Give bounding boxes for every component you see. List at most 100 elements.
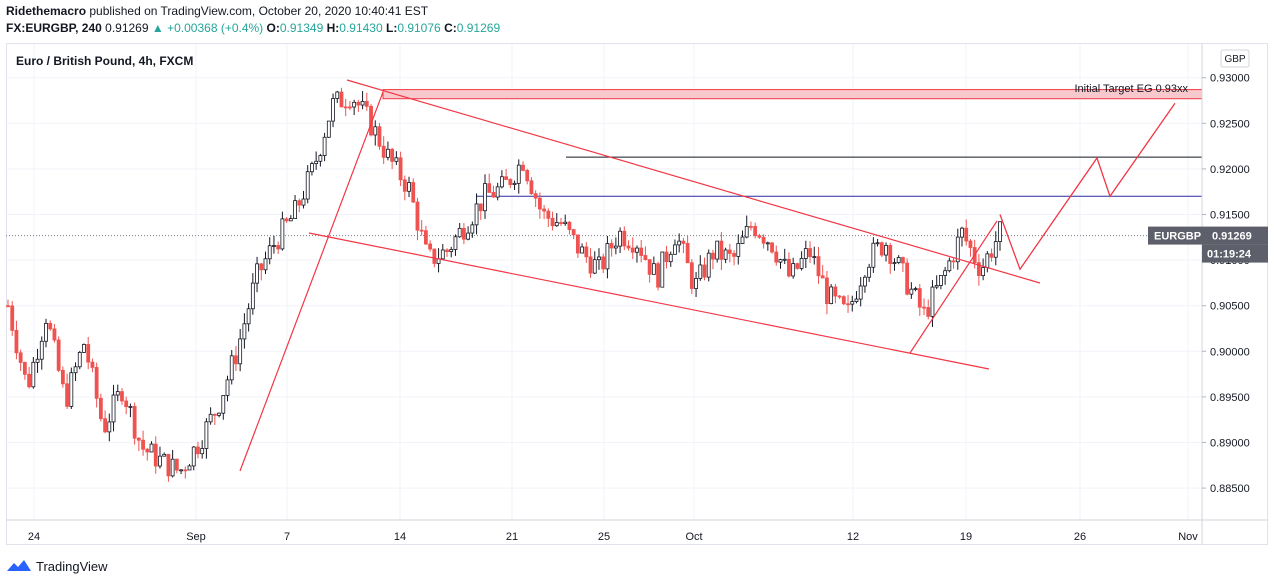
candle-body xyxy=(588,256,593,274)
candle-body xyxy=(939,275,943,286)
candle xyxy=(124,396,129,415)
countdown-box xyxy=(1202,244,1268,263)
candle xyxy=(609,239,614,257)
candle-body xyxy=(660,251,665,288)
candle-body xyxy=(483,183,487,212)
candle-body xyxy=(850,301,855,305)
candle-body xyxy=(799,258,804,269)
candle-body xyxy=(559,222,563,225)
candle xyxy=(356,99,361,112)
candle xyxy=(740,230,745,244)
candle xyxy=(31,357,36,389)
candle-body xyxy=(782,258,787,261)
candle-body xyxy=(495,186,500,198)
candle xyxy=(542,205,547,220)
candle-body xyxy=(537,197,542,210)
candle xyxy=(567,221,572,235)
candle xyxy=(98,393,103,422)
candle xyxy=(69,367,74,409)
candle-body xyxy=(787,258,791,277)
candle xyxy=(689,259,694,295)
time-tick-label: 7 xyxy=(284,531,290,543)
candle-body xyxy=(107,421,112,433)
candle-body xyxy=(854,298,859,302)
candle xyxy=(487,173,492,193)
candle xyxy=(259,262,264,281)
candle-body xyxy=(554,222,559,227)
candle-body xyxy=(250,282,255,310)
candle-body xyxy=(618,230,622,247)
candle-body xyxy=(525,170,530,182)
candle-body xyxy=(913,288,918,290)
candle xyxy=(491,185,496,198)
candle xyxy=(749,221,753,231)
candle xyxy=(103,410,107,434)
candle xyxy=(626,240,631,251)
open-value: 0.91349 xyxy=(279,21,324,35)
candle xyxy=(939,275,943,290)
candle xyxy=(158,446,162,469)
time-tick-label: 14 xyxy=(394,531,406,543)
candle-body xyxy=(73,366,78,374)
candle xyxy=(120,388,124,405)
candle-body xyxy=(246,308,251,325)
candle-body xyxy=(976,262,981,276)
candle xyxy=(82,343,86,353)
candle xyxy=(508,178,513,189)
currency-badge-box xyxy=(1220,49,1250,68)
candle xyxy=(77,350,82,370)
candle-body xyxy=(968,240,973,248)
candle-body xyxy=(909,288,914,295)
price-tick-label: 0.91500 xyxy=(1210,210,1250,222)
candle-body xyxy=(364,101,369,107)
candle xyxy=(757,233,762,239)
candle-body xyxy=(668,253,673,263)
candle-body xyxy=(575,234,580,254)
publisher-name[interactable]: Ridethemacro xyxy=(6,4,87,18)
candle xyxy=(436,248,441,273)
candle xyxy=(770,242,774,254)
candle-body xyxy=(14,330,19,354)
candle-body xyxy=(259,263,264,271)
candle xyxy=(909,282,914,299)
candle xyxy=(879,241,884,258)
time-tick-label: Nov xyxy=(1178,531,1198,543)
candle xyxy=(575,234,580,258)
candle-body xyxy=(896,257,901,264)
candle-body xyxy=(449,249,454,252)
candle xyxy=(964,219,969,246)
candle xyxy=(660,251,665,288)
price-value-label: 0.91269 xyxy=(1212,231,1252,243)
time-tick-label: 12 xyxy=(847,531,859,543)
candle-body xyxy=(124,400,129,408)
candle xyxy=(993,231,998,266)
candle xyxy=(162,452,167,457)
chart-frame xyxy=(6,43,1268,545)
candle-body xyxy=(875,242,880,245)
candle-body xyxy=(681,240,686,244)
last-price-box xyxy=(1148,226,1268,245)
candle-body xyxy=(115,391,120,396)
price-tick-label: 0.90000 xyxy=(1210,346,1250,358)
candle-body xyxy=(284,218,289,222)
candle xyxy=(90,358,95,373)
candle xyxy=(263,251,268,275)
candle-body xyxy=(90,361,95,368)
currency-badge: GBP xyxy=(1220,49,1250,68)
candle-body xyxy=(174,458,179,471)
brand-text: TradingView xyxy=(36,558,108,574)
candle-body xyxy=(841,296,846,305)
candle-body xyxy=(128,406,133,408)
candle-body xyxy=(60,369,65,385)
candle xyxy=(981,258,986,281)
candle-body xyxy=(833,286,838,297)
footer-brand[interactable]: TradingView xyxy=(6,558,108,574)
time-tick-label: 26 xyxy=(1074,531,1086,543)
symbol-code[interactable]: FX:EURGBP, 240 xyxy=(6,21,102,35)
candle-body xyxy=(917,288,922,308)
candle-body xyxy=(428,243,433,250)
candle-body xyxy=(744,225,749,238)
candle xyxy=(136,437,141,452)
candle-body xyxy=(757,235,762,238)
